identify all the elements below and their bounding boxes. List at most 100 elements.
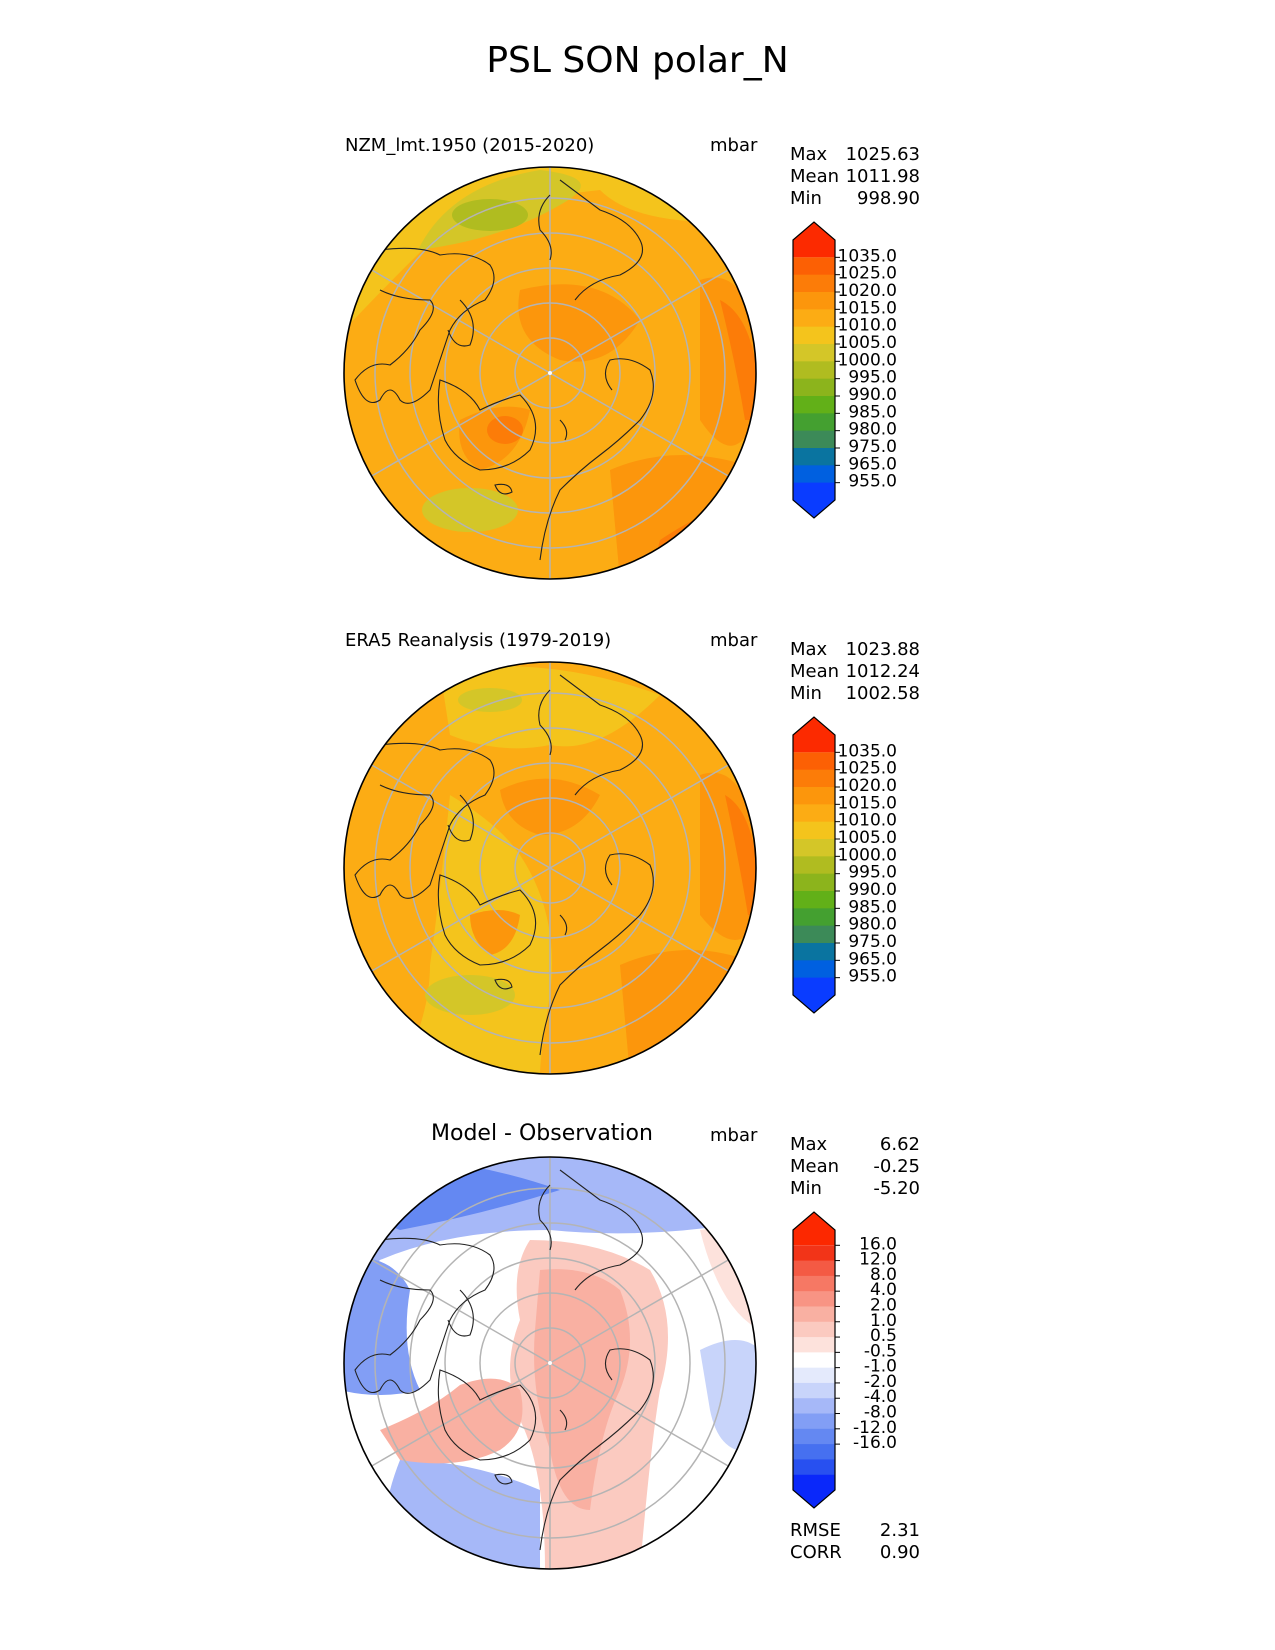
stats-block: Max 1023.88 Mean 1012.24 Min 1002.58	[790, 639, 920, 705]
colorbar-segment	[793, 361, 835, 380]
colorbar-tick-label: 8.0	[870, 1265, 897, 1285]
stat-min-value: 998.90	[857, 188, 920, 209]
colorbar-segment	[793, 1352, 835, 1369]
map-frame	[343, 1156, 757, 1570]
stats-block: Max 1025.63 Mean 1011.98 Min 998.90	[790, 144, 920, 210]
colorbar-tick-label: 1010.0	[838, 811, 897, 831]
colorbar-segment	[793, 274, 835, 293]
colorbar-tick-label: 955.0	[848, 967, 897, 987]
colorbar-segment	[793, 1428, 835, 1445]
colorbar-tick-label: 980.0	[848, 915, 897, 935]
colorbar-tick-label: 16.0	[859, 1234, 897, 1254]
stat-max-label: Max	[790, 144, 828, 165]
contour-1005	[344, 167, 756, 330]
colorbar-tick-label: 1015.0	[838, 793, 897, 813]
stat-max-label: Max	[790, 639, 828, 660]
contour-neg-pacific	[700, 1340, 756, 1452]
corr-label: CORR	[790, 1542, 842, 1563]
colorbar-tick-label: 965.0	[848, 454, 897, 474]
colorbar-tick-label: 985.0	[848, 402, 897, 422]
colorbar-segment	[793, 1275, 835, 1292]
colorbar-tick-label: 1000.0	[838, 845, 897, 865]
colorbar-segment	[793, 448, 835, 466]
map-and-colorbar: 16.012.08.04.02.01.00.5-0.5-1.0-2.0-4.0-…	[343, 1156, 897, 1570]
stat-max-value: 1023.88	[845, 639, 920, 660]
contour-1020-pacific	[725, 795, 756, 915]
stat-min-label: Min	[790, 1178, 822, 1199]
colorbar-segment	[793, 378, 835, 397]
stats-block: Max 6.62 Mean -0.25 Min -5.20	[790, 1134, 920, 1200]
colorbar-tick-label: 1020.0	[838, 281, 897, 301]
graticule	[369, 1157, 731, 1569]
polar-map	[344, 1157, 756, 1569]
colorbar-tick-label: 975.0	[848, 437, 897, 457]
colorbar-segment	[793, 1398, 835, 1415]
colorbar-segment	[793, 1306, 835, 1323]
contour-1000-atlantic	[425, 975, 515, 1015]
colorbar-segment	[793, 326, 835, 345]
units-label: mbar	[710, 135, 758, 156]
contour-1015-pacific	[700, 772, 756, 940]
stat-max-value: 1025.63	[845, 144, 920, 165]
colorbar-tick-label: 1.0	[870, 1311, 897, 1331]
colorbar: 1035.01025.01020.01015.01010.01005.01000…	[792, 221, 897, 519]
colorbar-tick-label: 965.0	[848, 949, 897, 969]
units-label: mbar	[710, 1125, 758, 1146]
map-and-colorbar: 1035.01025.01020.01015.01010.01005.01000…	[343, 661, 897, 1075]
colorbar-tick-label: 1000.0	[838, 350, 897, 370]
stat-max-value: 6.62	[879, 1134, 920, 1155]
colorbar-segment	[793, 943, 835, 961]
corr-value: 0.90	[879, 1542, 920, 1563]
colorbar-tick-label: 1035.0	[838, 741, 897, 761]
panel-difference: Model - Observation mbar Max 6.62 Mean -0.…	[0, 990, 1275, 1570]
graticule	[369, 167, 731, 579]
colorbar-outline	[792, 221, 836, 519]
colorbar-tick-label: 1025.0	[838, 264, 897, 284]
colorbar-segment	[793, 344, 835, 362]
colorbar-segment	[793, 908, 835, 927]
colorbar-segment	[793, 1245, 835, 1262]
colorbar-segment	[793, 891, 835, 909]
colorbar-segment	[793, 787, 835, 805]
colorbar-tick-label: 12.0	[859, 1250, 897, 1270]
contour-1015-greenland	[470, 910, 520, 955]
colorbar-tick-label: -8.0	[864, 1403, 897, 1423]
colorbar-segment	[793, 804, 835, 823]
colorbar-tick-label: 2.0	[870, 1295, 897, 1315]
map-frame	[343, 166, 757, 580]
contour-1020-greenland	[487, 416, 523, 444]
colorbar-tick-label: 990.0	[848, 385, 897, 405]
colorbar-segment	[793, 1260, 835, 1277]
colorbar-tick-label: -1.0	[864, 1357, 897, 1377]
colorbar-extend-top	[793, 222, 835, 258]
stat-mean-label: Mean	[790, 661, 840, 682]
colorbar-tick-label: 955.0	[848, 472, 897, 492]
contour-995	[452, 199, 528, 231]
colorbar-outline	[792, 716, 836, 1014]
colorbar-tick-label: 1005.0	[838, 828, 897, 848]
colorbar-tick-label: 990.0	[848, 880, 897, 900]
colorbar-segment	[793, 413, 835, 432]
colorbar-segment	[793, 465, 835, 484]
colorbar-segment	[793, 821, 835, 840]
stat-mean-value: 1012.24	[845, 661, 920, 682]
colorbar-tick-label: -16.0	[853, 1433, 897, 1453]
coastlines	[354, 179, 654, 561]
stat-min-value: 1002.58	[845, 683, 920, 704]
colorbar-segment	[793, 430, 835, 449]
panel-title: ERA5 Reanalysis (1979-2019)	[345, 630, 612, 651]
colorbar-tick-label: 975.0	[848, 932, 897, 952]
colorbar-tick-label: 985.0	[848, 897, 897, 917]
colorbar-extend-bottom	[793, 977, 835, 1013]
units-label: mbar	[710, 630, 758, 651]
colorbar-segment	[793, 1291, 835, 1308]
colorbar-segment	[793, 257, 835, 276]
colorbar-tick-label: 1020.0	[838, 776, 897, 796]
colorbar-segment	[793, 752, 835, 771]
stat-mean-value: -0.25	[873, 1156, 920, 1177]
colorbar-tick-label: 0.5	[870, 1326, 897, 1346]
colorbar-tick-label: 1025.0	[838, 759, 897, 779]
panel-title: NZM_lmt.1950 (2015-2020)	[345, 135, 595, 156]
colorbar-tick-label: -12.0	[853, 1418, 897, 1438]
pole-marker	[548, 1361, 552, 1365]
